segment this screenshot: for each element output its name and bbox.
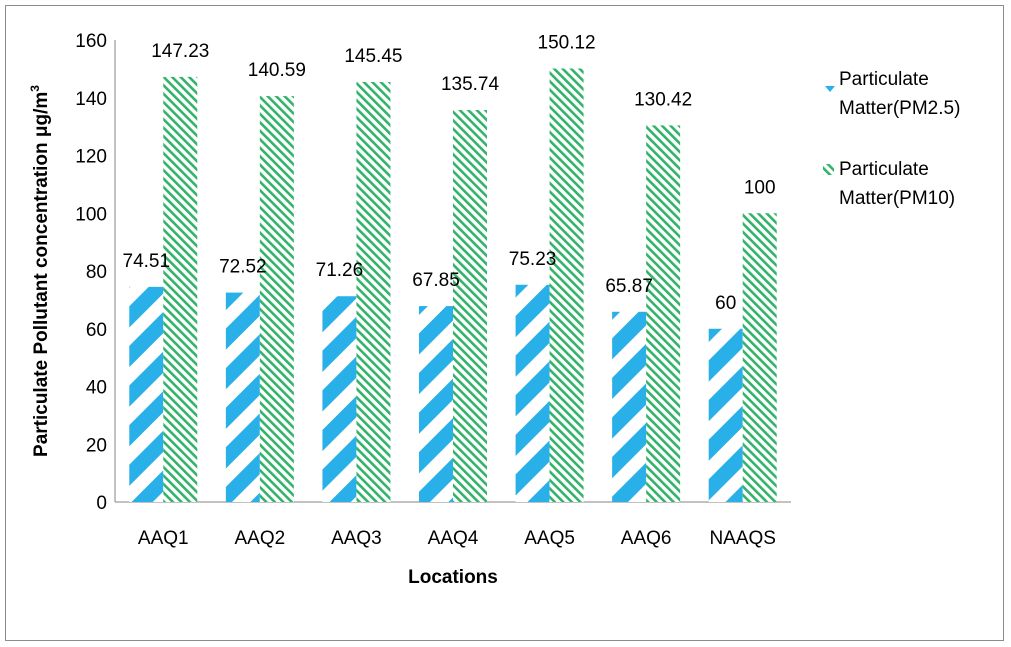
x-tick-label: AAQ5	[524, 528, 575, 549]
data-label-pm10: 130.42	[634, 89, 692, 110]
bar-pm10	[742, 213, 777, 502]
legend-label-pm25-line2: Matter(PM2.5)	[839, 98, 960, 119]
bar-pm25	[419, 306, 453, 502]
legend-label-pm25: Particulate Matter(PM2.5)	[839, 69, 960, 119]
bar-pm10	[646, 125, 681, 503]
y-axis-title-text: Particulate Pollutant concentration μg/m	[31, 92, 52, 457]
y-tick-label: 0	[96, 493, 107, 514]
y-tick-label: 20	[86, 435, 107, 456]
data-label-pm10: 145.45	[344, 46, 402, 67]
bar-pm25	[515, 284, 550, 502]
bar-pm25	[612, 311, 647, 502]
y-tick-label: 120	[75, 147, 107, 168]
data-label-pm25: 71.26	[316, 260, 364, 281]
legend-swatch-pm10	[823, 164, 834, 175]
bar-pm25	[129, 286, 164, 502]
data-label-pm25: 65.87	[605, 276, 653, 297]
y-tick-label: 60	[86, 320, 107, 341]
x-tick-label: NAAQS	[709, 528, 776, 549]
x-tick-label: AAQ6	[621, 528, 672, 549]
legend-label-pm10-line1: Particulate	[839, 159, 929, 180]
bar-pm25	[225, 292, 260, 502]
bar-pm10	[549, 68, 584, 502]
data-label-pm10: 140.59	[248, 60, 306, 81]
data-label-pm25: 60	[715, 293, 736, 314]
data-label-pm10: 135.74	[441, 74, 500, 95]
x-axis-title: Locations	[408, 567, 498, 588]
data-label-pm25: 72.52	[219, 257, 267, 278]
data-label-pm10: 150.12	[538, 33, 596, 54]
x-tick-labels: AAQ1 AAQ2 AAQ3 AAQ4 AAQ5 AAQ6 NAAQS	[138, 528, 776, 549]
y-tick-labels: 0 20 40 60 80 100 120 140 160	[75, 31, 107, 514]
data-label-pm25: 75.23	[509, 249, 557, 270]
bar-pm10	[356, 82, 391, 502]
data-label-pm10: 100	[744, 177, 776, 198]
bar-pm10	[453, 110, 487, 502]
y-tick-label: 160	[75, 31, 107, 52]
y-tick-label: 40	[86, 378, 107, 399]
bar-pm25	[708, 328, 743, 502]
data-label-pm25: 74.51	[123, 251, 171, 272]
data-labels: 74.51 147.23 72.52 140.59 71.26 145.45 67.85 13…	[123, 33, 776, 314]
legend-swatch-pm25	[825, 86, 835, 92]
legend-label-pm25-line1: Particulate	[839, 69, 929, 90]
y-tick-label: 100	[75, 204, 107, 225]
y-axis-title: Particulate Pollutant concentration μg/m…	[28, 85, 52, 457]
bar-pm10	[259, 96, 294, 502]
x-tick-label: AAQ3	[331, 528, 382, 549]
y-axis-title-superscript: 3	[28, 85, 42, 92]
bar-pm10	[163, 76, 198, 502]
legend-label-pm10: Particulate Matter(PM10)	[839, 159, 955, 209]
data-label-pm10: 147.23	[151, 41, 209, 62]
y-tick-label: 80	[86, 262, 107, 283]
y-tick-label: 140	[75, 89, 107, 110]
bars	[129, 68, 777, 503]
legend: Particulate Matter(PM2.5) Particulate Ma…	[823, 69, 960, 209]
legend-label-pm10-line2: Matter(PM10)	[839, 188, 955, 209]
x-tick-label: AAQ1	[138, 528, 189, 549]
data-label-pm25: 67.85	[412, 270, 460, 291]
x-tick-label: AAQ4	[428, 528, 479, 549]
bar-pm25	[322, 296, 357, 502]
x-tick-label: AAQ2	[235, 528, 286, 549]
